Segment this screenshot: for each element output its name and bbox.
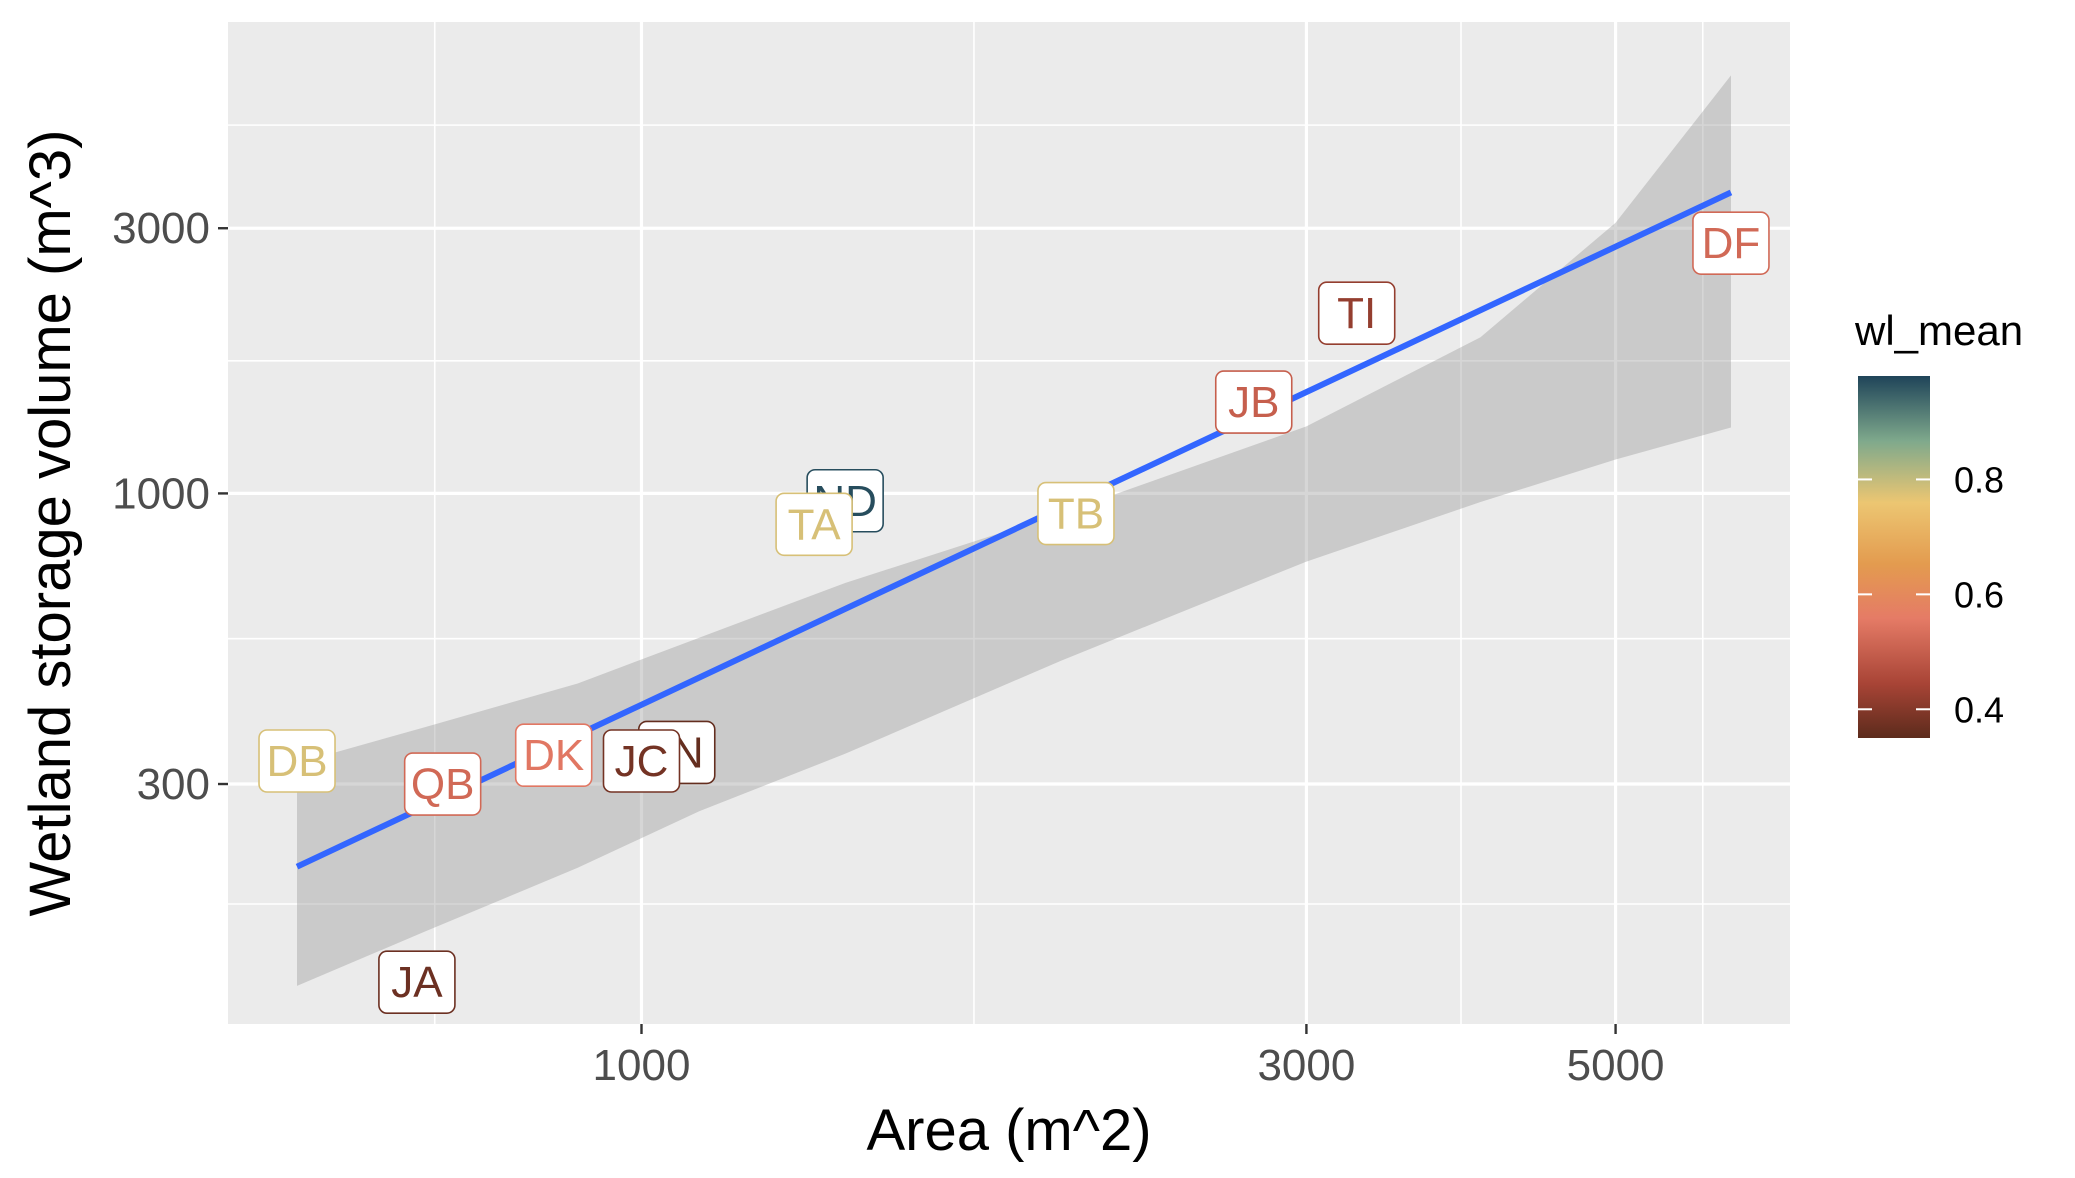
point-label-box [258,729,336,793]
point-label-text: DB [266,737,327,786]
point-label-qb: QB [403,752,482,816]
point-label-text: JC [615,737,669,786]
legend-title: wl_mean [1854,307,2023,354]
point-labels-layer: DBJAQBDKJNJCNDTATBJBTIDF [258,211,1770,1014]
point-label-text: QB [411,760,475,809]
point-label-ta: TA [775,492,853,557]
legend-tick-label: 0.8 [1954,459,2004,500]
point-label-box [775,492,853,557]
y-axis-title: Wetland storage volume (m^3) [18,130,83,917]
y-tick-label: 3000 [112,204,210,253]
x-tick-label: 5000 [1567,1041,1665,1090]
point-label-ja: JA [378,950,456,1014]
legend-ticks: 0.4 0.6 0.8 [1858,459,2004,730]
point-label-text: TA [788,500,842,549]
legend: wl_mean 0.4 0.6 0.8 [1854,307,2023,738]
point-label-box [403,752,482,816]
point-label-df: DF [1692,211,1770,275]
point-label-dk: DK [514,723,593,788]
x-tick-label: 3000 [1257,1041,1355,1090]
major-gridlines [228,22,1790,1024]
point-label-text: JA [391,958,443,1007]
point-label-text: DK [523,731,584,780]
legend-tick-label: 0.4 [1954,689,2004,730]
point-label-text: TI [1337,289,1376,338]
x-axis-title: Area (m^2) [866,1098,1151,1163]
point-label-box [1214,370,1293,434]
y-tick-label: 300 [137,760,210,809]
plot-panel [228,22,1790,1024]
point-label-box [1037,481,1115,546]
point-label-jb: JB [1214,370,1293,434]
point-label-box [1317,281,1396,345]
point-label-text: JB [1228,378,1279,427]
point-label-text: TB [1048,490,1104,539]
axis-ticks [218,227,1617,1034]
point-label-box [602,729,681,793]
point-label-ti: TI [1317,281,1396,345]
point-label-box [378,950,456,1014]
legend-tick-label: 0.6 [1954,574,2004,615]
point-label-tb: TB [1037,481,1115,546]
point-label-text: DF [1702,219,1761,268]
legend-colorbar [1858,376,1930,738]
axis-tick-labels: 1000 3000 5000 300 1000 3000 [112,204,1664,1090]
point-label-box [1692,211,1770,275]
point-label-box [514,723,593,788]
point-label-jc: JC [602,729,681,793]
point-label-db: DB [258,729,336,793]
minor-gridlines [228,22,1790,1024]
y-tick-label: 1000 [112,469,210,518]
x-tick-label: 1000 [593,1041,691,1090]
